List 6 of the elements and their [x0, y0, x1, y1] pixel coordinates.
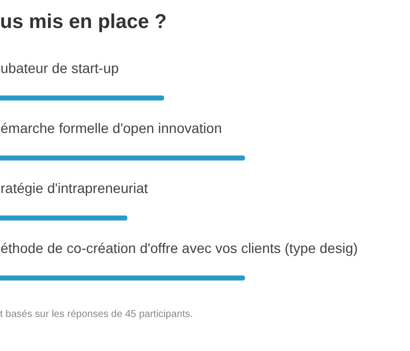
annotation: t basés sur les réponses de 45 participants.: [0, 309, 193, 320]
y-tick-label: ratégie d'intrapreneuriat: [0, 180, 148, 196]
text: us mis en place ?: [0, 11, 167, 33]
y-tick-label: émarche formelle d'open innovation: [0, 120, 222, 136]
y-tick-label: ubateur de start-up: [0, 60, 120, 76]
y-tick-label: éthode de co-création d'offre avec vos clients (type desig): [0, 240, 358, 256]
